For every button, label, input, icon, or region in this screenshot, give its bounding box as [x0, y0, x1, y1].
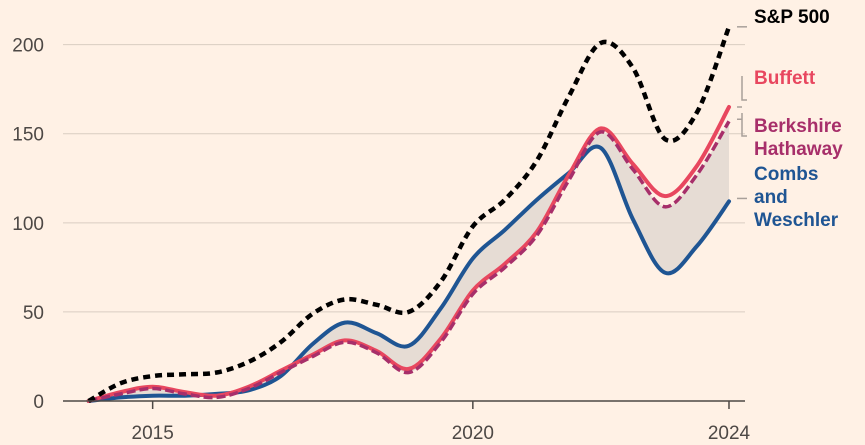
x-tick-label: 2020	[452, 423, 494, 444]
y-tick-label: 100	[12, 214, 44, 235]
legend-label-combs-and-weschler: Combs	[754, 164, 818, 185]
connector-buffett	[737, 76, 747, 108]
series-line-berkshire-hathaway	[88, 120, 731, 403]
legend-label-combs-and-weschler: and	[754, 187, 788, 208]
x-axis: 2015 2020 2024	[63, 400, 751, 444]
legend-label-berkshire-hathaway: Hathaway	[754, 139, 843, 160]
legend-label-buffett: Buffett	[754, 68, 816, 89]
legend-label-sp-500: S&P 500	[754, 7, 830, 28]
connector-berkshire	[737, 113, 747, 137]
x-tick-label: 2015	[132, 423, 174, 444]
series-lines	[86, 26, 732, 403]
y-tick-label: 200	[12, 36, 44, 57]
x-tick-label: 2024	[708, 423, 751, 444]
series-line-buffett	[86, 105, 731, 403]
legend-label-berkshire-hathaway: Berkshire	[754, 116, 842, 137]
series-line-sp-500	[87, 26, 732, 403]
y-tick-label: 0	[33, 392, 44, 413]
y-tick-label: 150	[12, 125, 44, 146]
y-tick-label: 50	[23, 303, 44, 324]
gridlines: 0 50 100 150 200	[12, 36, 745, 413]
legend-label-combs-and-weschler: Weschler	[754, 210, 839, 231]
